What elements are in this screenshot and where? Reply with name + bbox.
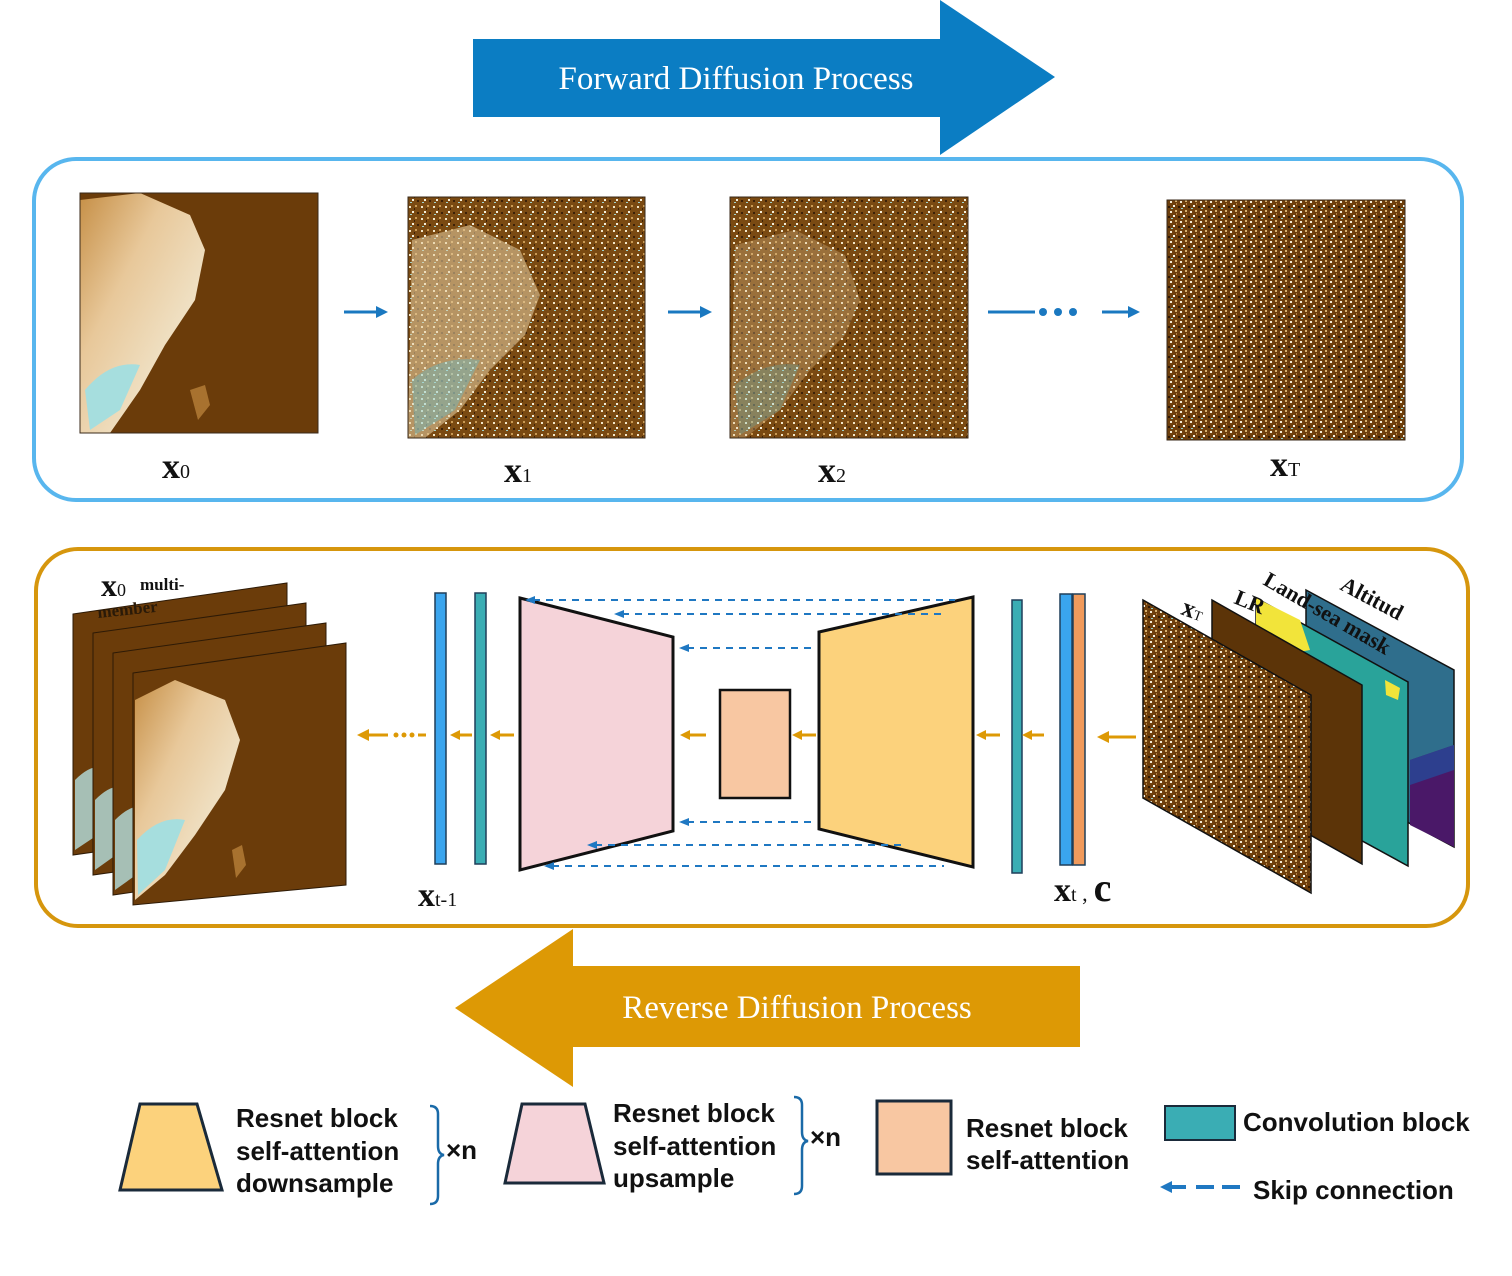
legend-decoder-shape bbox=[503, 1102, 606, 1185]
x1-image bbox=[408, 197, 645, 438]
label-x2: x2 bbox=[818, 450, 846, 490]
label-xT: xT bbox=[1270, 444, 1300, 484]
legend-times-n: ×n bbox=[810, 1122, 841, 1152]
legend-down-line2: self-attention bbox=[236, 1136, 399, 1166]
skip-connections bbox=[533, 599, 955, 867]
input-conv-block bbox=[1011, 599, 1023, 874]
label-xt-c: xt ,c bbox=[1054, 865, 1111, 910]
forward-step-arrow bbox=[344, 306, 388, 318]
output-blue-bar bbox=[434, 592, 447, 865]
legend-skip-label: Skip connection bbox=[1253, 1175, 1454, 1205]
legend-encoder-shape bbox=[118, 1102, 224, 1192]
legend-up-line2: self-attention bbox=[613, 1131, 776, 1161]
svg-text:Resnet block self-attent: Resnet block self-attention downsample bbox=[236, 1103, 406, 1198]
decoder-upsample-block bbox=[518, 596, 675, 872]
legend-mid-line2: self-attention bbox=[966, 1145, 1129, 1175]
label-xt-1: xt-1 bbox=[418, 877, 457, 914]
stack-caption-1: multi- bbox=[140, 575, 185, 594]
bottleneck-block bbox=[718, 688, 792, 800]
legend-down-line3: downsample bbox=[236, 1168, 393, 1198]
flow-arrow bbox=[792, 730, 816, 740]
encoder-downsample-block bbox=[817, 595, 975, 869]
reverse-arrow bbox=[455, 929, 1080, 1087]
legend-conv-swatch bbox=[1164, 1105, 1236, 1141]
output-conv-block bbox=[474, 592, 487, 865]
legend: Resnet block self-attention downsample ×… bbox=[118, 1095, 1470, 1206]
reverse-panel bbox=[34, 547, 1470, 928]
forward-arrow bbox=[473, 0, 1055, 155]
flow-arrow bbox=[1022, 730, 1044, 740]
input-xt-bar bbox=[1059, 593, 1073, 866]
stack-label: x0 bbox=[101, 567, 126, 603]
legend-up-line3: upsample bbox=[613, 1163, 734, 1193]
forward-panel bbox=[32, 157, 1464, 502]
xT-image bbox=[1166, 199, 1406, 441]
flow-arrow bbox=[680, 730, 706, 740]
x0-image bbox=[80, 193, 318, 433]
legend-bottleneck-shape bbox=[875, 1099, 953, 1176]
input-arrow bbox=[1097, 731, 1136, 743]
label-x0: x0 bbox=[162, 446, 190, 486]
x2-image bbox=[730, 197, 968, 438]
output-arrow bbox=[357, 729, 426, 741]
input-condition-bar bbox=[1072, 593, 1086, 866]
forward-ellipsis-arrow bbox=[988, 306, 1140, 318]
legend-down-line1: Resnet block bbox=[236, 1103, 398, 1133]
legend-times-n: ×n bbox=[446, 1135, 477, 1165]
legend-skip-line bbox=[1160, 1181, 1240, 1193]
x0-multimember-stack bbox=[72, 582, 347, 906]
condition-layers-stack bbox=[1142, 588, 1455, 895]
legend-brace bbox=[429, 1104, 445, 1206]
forward-title: Forward Diffusion Process bbox=[558, 61, 913, 97]
legend-up-line1: Resnet block bbox=[613, 1098, 775, 1128]
flow-arrow bbox=[490, 730, 514, 740]
flow-arrow bbox=[450, 730, 472, 740]
label-x1: x1 bbox=[504, 450, 532, 490]
legend-brace bbox=[793, 1095, 809, 1196]
svg-text:Resnet block self-attent: Resnet block self-attention upsample bbox=[613, 1098, 783, 1193]
svg-text:Resnet block self-attent: Resnet block self-attention bbox=[966, 1113, 1135, 1175]
reverse-title: Reverse Diffusion Process bbox=[622, 990, 972, 1026]
forward-step-arrow bbox=[668, 306, 712, 318]
legend-conv-label: Convolution block bbox=[1243, 1107, 1470, 1137]
legend-mid-line1: Resnet block bbox=[966, 1113, 1128, 1143]
flow-arrow bbox=[976, 730, 1000, 740]
skip-arrowheads bbox=[525, 596, 689, 870]
